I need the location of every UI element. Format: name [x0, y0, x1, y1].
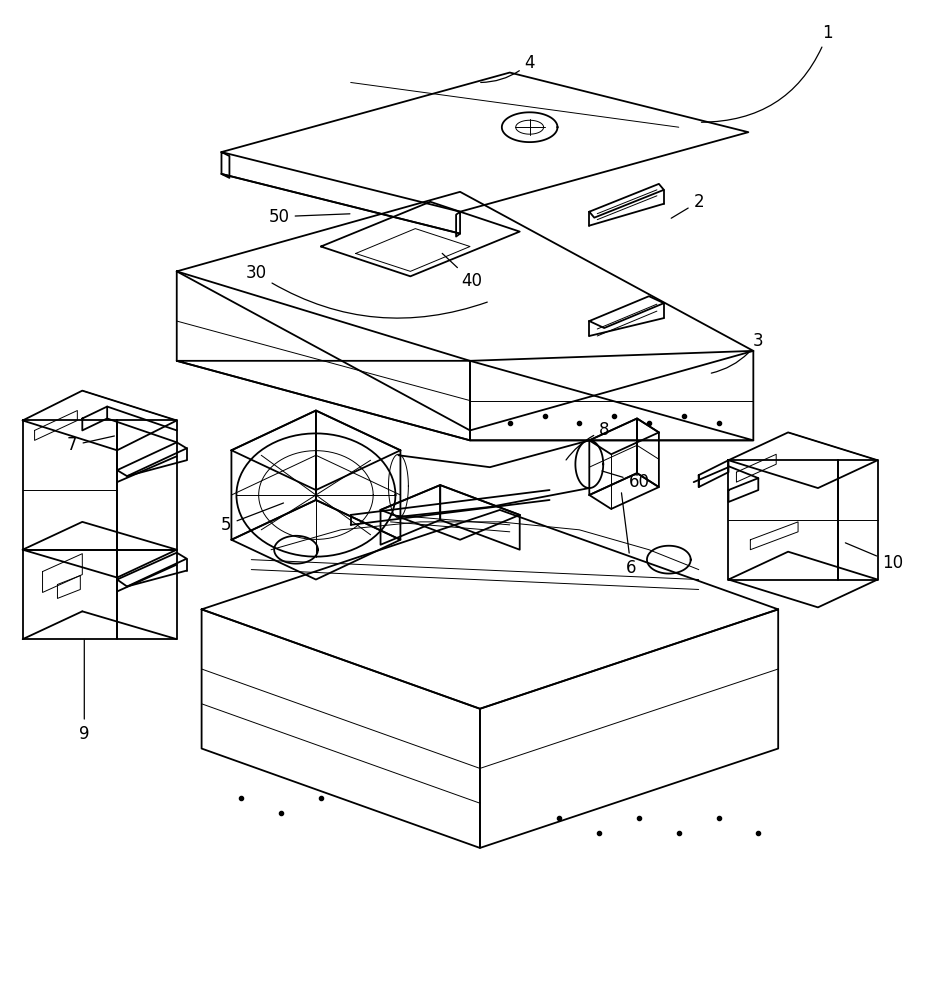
Text: 5: 5 — [222, 503, 284, 534]
Text: 60: 60 — [602, 471, 650, 491]
Text: 9: 9 — [79, 640, 90, 743]
Text: 3: 3 — [711, 332, 764, 373]
Text: 10: 10 — [845, 543, 903, 572]
Text: 6: 6 — [621, 493, 637, 577]
Text: 2: 2 — [671, 193, 704, 218]
Text: 1: 1 — [702, 24, 834, 122]
Text: 7: 7 — [67, 436, 114, 454]
Text: 50: 50 — [269, 208, 350, 226]
Text: 40: 40 — [442, 253, 483, 290]
Text: 4: 4 — [481, 54, 535, 82]
Text: 8: 8 — [566, 421, 609, 460]
Text: 30: 30 — [246, 264, 488, 318]
